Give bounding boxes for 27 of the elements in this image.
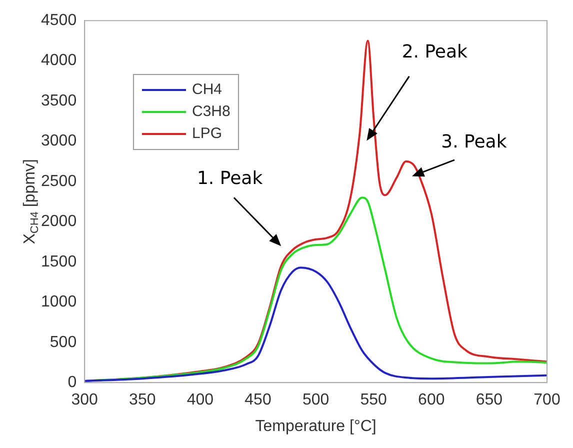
- x-axis-title: Temperature [°C]: [255, 418, 376, 435]
- y-tick-label: 4500: [41, 12, 77, 30]
- y-tick-label: 0: [68, 374, 77, 392]
- y-tick-label: 1500: [41, 253, 77, 270]
- x-tick-label: 450: [244, 392, 272, 409]
- y-tick-label: 4000: [41, 52, 77, 70]
- x-tick-label: 300: [71, 392, 98, 409]
- legend-label: CH4: [192, 80, 222, 100]
- legend-label: C3H8: [192, 102, 230, 122]
- y-axis-title: XCH4 [ppmv]: [21, 159, 42, 244]
- annotation: 1. Peak: [196, 168, 264, 190]
- x-tick-label: 500: [302, 392, 330, 409]
- x-tick-label: 600: [418, 392, 445, 409]
- x-tick-label: 350: [129, 392, 156, 409]
- x-tick-label: 400: [186, 392, 214, 409]
- y-tick-label: 3500: [41, 92, 77, 110]
- y-tick-label: 500: [50, 334, 77, 351]
- annotation: 2. Peak: [402, 41, 468, 62]
- y-tick-label: 1000: [41, 294, 77, 311]
- y-tick-label: 2500: [41, 172, 77, 190]
- y-tick-label: 2000: [41, 213, 77, 230]
- annotation: 3. Peak: [441, 132, 508, 153]
- legend-label: LPG: [192, 124, 222, 144]
- x-tick-label: 700: [534, 392, 560, 409]
- x-tick-label: 650: [476, 392, 503, 409]
- y-tick-label: 3000: [41, 132, 77, 150]
- x-tick-label: 550: [360, 392, 388, 409]
